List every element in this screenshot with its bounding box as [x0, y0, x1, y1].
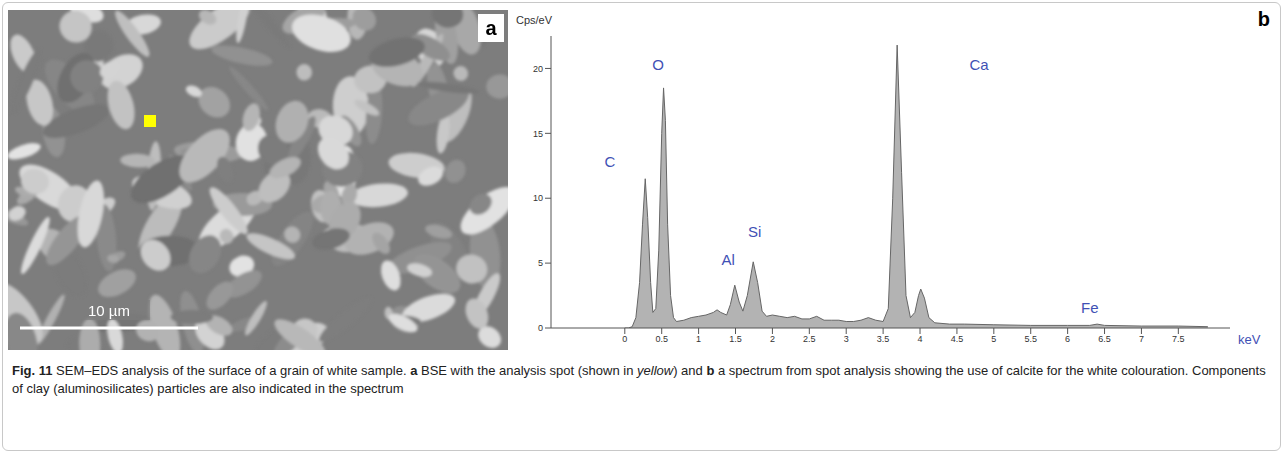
- svg-text:Si: Si: [748, 223, 761, 240]
- svg-text:5: 5: [538, 258, 543, 268]
- svg-text:Cps/eV: Cps/eV: [516, 14, 553, 26]
- svg-text:6: 6: [1065, 334, 1070, 344]
- html-text:b: b: [1257, 8, 1270, 30]
- svg-text:10: 10: [533, 193, 543, 203]
- svg-text:5.5: 5.5: [1024, 334, 1037, 344]
- svg-text:O: O: [652, 56, 664, 73]
- svg-text:7.5: 7.5: [1172, 334, 1185, 344]
- svg-text:3: 3: [844, 334, 849, 344]
- svg-text:15: 15: [533, 129, 543, 139]
- svg-text:3.5: 3.5: [877, 334, 890, 344]
- svg-text:4: 4: [918, 334, 923, 344]
- svg-text:10 µm: 10 µm: [88, 302, 130, 319]
- svg-text:Ca: Ca: [969, 56, 989, 73]
- svg-text:4.5: 4.5: [951, 334, 964, 344]
- svg-text:5: 5: [991, 334, 996, 344]
- svg-text:0: 0: [622, 334, 627, 344]
- svg-text:1.5: 1.5: [729, 334, 742, 344]
- svg-text:a: a: [485, 17, 497, 39]
- svg-text:0.5: 0.5: [655, 334, 668, 344]
- html-text:Fig. 11 SEM–EDS analysis of th: Fig. 11 SEM–EDS analysis of the surface …: [12, 363, 1266, 396]
- svg-text:1: 1: [696, 334, 701, 344]
- svg-text:7: 7: [1139, 334, 1144, 344]
- svg-text:2: 2: [770, 334, 775, 344]
- svg-text:Al: Al: [721, 251, 734, 268]
- svg-text:Fe: Fe: [1081, 299, 1099, 316]
- svg-text:C: C: [605, 153, 616, 170]
- svg-text:6.5: 6.5: [1098, 334, 1111, 344]
- svg-text:20: 20: [533, 64, 543, 74]
- svg-text:keV: keV: [1238, 332, 1261, 347]
- svg-text:0: 0: [538, 323, 543, 333]
- svg-text:2.5: 2.5: [803, 334, 816, 344]
